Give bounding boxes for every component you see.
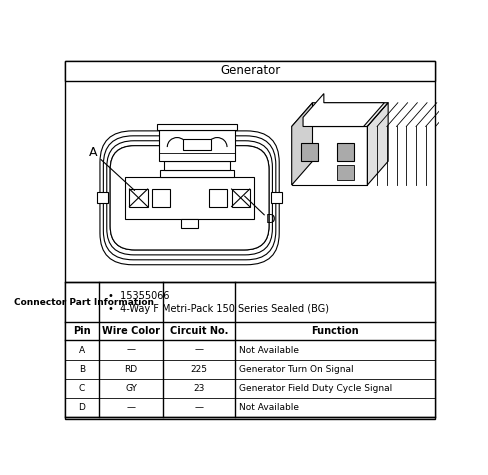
Text: —: — (126, 345, 136, 354)
Text: •  4-Way F Metri-Pack 150 Series Sealed (BG): • 4-Way F Metri-Pack 150 Series Sealed (… (108, 304, 329, 314)
Text: Connector Part Information: Connector Part Information (14, 297, 154, 306)
Text: Generator Field Duty Cycle Signal: Generator Field Duty Cycle Signal (239, 384, 392, 393)
Bar (158, 124, 237, 130)
Text: 225: 225 (190, 365, 207, 374)
Text: —: — (195, 345, 203, 354)
Text: —: — (126, 403, 136, 412)
Text: 23: 23 (193, 384, 205, 393)
Bar (125, 177, 254, 219)
Text: GY: GY (125, 384, 137, 393)
Text: Not Available: Not Available (239, 403, 299, 412)
Text: Pin: Pin (73, 326, 91, 336)
Bar (164, 161, 230, 170)
FancyBboxPatch shape (110, 146, 269, 250)
Text: Wire Color: Wire Color (102, 326, 160, 336)
Bar (271, 192, 282, 203)
Bar (209, 189, 227, 207)
Text: D: D (266, 213, 276, 226)
Text: RD: RD (124, 365, 138, 374)
Bar (129, 189, 147, 207)
Text: A: A (79, 345, 85, 354)
Text: Generator: Generator (220, 65, 280, 77)
FancyBboxPatch shape (110, 146, 269, 250)
Text: C: C (79, 384, 85, 393)
Bar (181, 219, 198, 228)
Text: —: — (195, 403, 203, 412)
Bar (65, 282, 435, 417)
Bar (301, 143, 318, 161)
Bar (97, 192, 108, 203)
Polygon shape (292, 103, 388, 126)
Bar (337, 143, 354, 161)
Polygon shape (303, 94, 385, 126)
Text: D: D (79, 403, 85, 412)
Bar (152, 189, 170, 207)
Polygon shape (367, 103, 388, 185)
Bar (232, 189, 250, 207)
Text: B: B (79, 365, 85, 374)
Bar (159, 130, 235, 161)
Polygon shape (292, 103, 312, 185)
Bar (160, 170, 234, 177)
Text: Not Available: Not Available (239, 345, 299, 354)
Text: •  15355066: • 15355066 (108, 291, 170, 301)
Bar (337, 165, 354, 180)
Text: Circuit No.: Circuit No. (170, 326, 228, 336)
Bar (65, 61, 435, 81)
Text: A: A (89, 146, 98, 159)
Bar (183, 139, 211, 150)
Bar (292, 126, 367, 185)
Text: Function: Function (311, 326, 359, 336)
Text: Generator Turn On Signal: Generator Turn On Signal (239, 365, 353, 374)
